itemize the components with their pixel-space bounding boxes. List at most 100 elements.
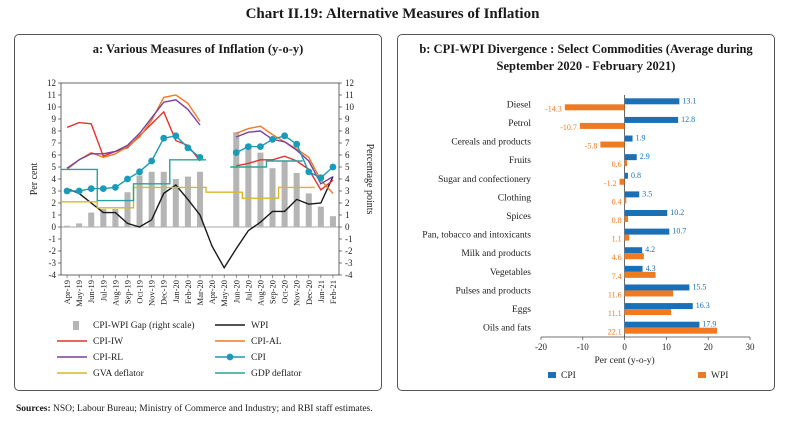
x-tick-label: 0 <box>622 342 627 352</box>
wpi-bar <box>564 104 625 111</box>
gap-bar <box>184 176 191 227</box>
gap-bar <box>124 192 131 227</box>
gap-bar <box>245 144 252 227</box>
category-label: Oils and fats <box>483 323 531 334</box>
y2-tick-label: 0 <box>345 222 350 232</box>
y-axis-label: Per cent <box>29 163 40 196</box>
x-tick-label: Sep-19 <box>122 280 132 304</box>
category-label: Eggs <box>512 305 531 315</box>
wpi-bar <box>579 122 625 129</box>
panel-a: a: Various Measures of Inflation (y-o-y)… <box>14 34 382 391</box>
x-tick-label: Apr-20 <box>207 280 217 304</box>
cpi-marker <box>99 185 107 193</box>
y-tick-label: 6 <box>52 150 57 160</box>
category-label: Pan, tobacco and intoxicants <box>422 231 531 241</box>
wpi-bar <box>624 197 627 204</box>
wpi-data-label: 7.4 <box>612 272 622 281</box>
cpi-marker <box>281 132 289 140</box>
cpi-data-label: 4.2 <box>645 245 655 254</box>
chart-title: Chart II.19: Alternative Measures of Inf… <box>245 6 540 22</box>
y2-tick-label: 10 <box>345 102 355 112</box>
cpi-bar <box>624 98 680 105</box>
cpi-bar <box>624 228 670 235</box>
y2-tick-label: 6 <box>345 150 350 160</box>
x-tick-label: Jul-19 <box>98 280 108 301</box>
wpi-bar <box>624 309 671 316</box>
gap-bar <box>172 179 179 227</box>
wpi-data-label: -10.7 <box>560 123 577 132</box>
y-tick-label: -4 <box>49 270 57 280</box>
x-tick-label: Feb-20 <box>183 280 193 304</box>
gap-bar <box>148 171 155 227</box>
gap-bar <box>257 152 264 227</box>
cpi-bar <box>624 321 700 328</box>
cpi-marker <box>269 136 276 143</box>
wpi-data-label: -14.3 <box>545 104 562 113</box>
legend-label: CPI <box>251 353 266 363</box>
x-tick-label: Feb-21 <box>328 280 338 304</box>
x-tick-label: May-19 <box>74 280 84 307</box>
legend-label: CPI-RL <box>93 353 123 363</box>
x-tick-label: Nov-20 <box>292 280 302 306</box>
y2-tick-label: 1 <box>345 210 350 220</box>
category-label: Petrol <box>508 119 531 129</box>
y-tick-label: 9 <box>52 114 57 124</box>
cpi-bar <box>624 247 643 254</box>
y-tick-label: -3 <box>49 258 57 268</box>
series-line-cpi-al <box>66 94 201 170</box>
cpi-bar <box>624 265 643 272</box>
category-label: Clothing <box>498 193 532 203</box>
wpi-data-label: -5.8 <box>585 142 598 151</box>
cpi-bar <box>624 172 628 179</box>
wpi-data-label: 11.6 <box>608 290 622 299</box>
cpi-bar <box>624 116 679 123</box>
category-label: Sugar and confectionery <box>438 174 531 185</box>
wpi-data-label: 4.6 <box>612 253 622 262</box>
cpi-bar <box>624 210 668 216</box>
x-tick-label: Mar-20 <box>195 280 205 305</box>
legend-label: WPI <box>251 321 268 331</box>
wpi-bar <box>624 327 717 334</box>
cpi-data-label: 10.2 <box>670 208 684 217</box>
cpi-marker <box>184 144 192 152</box>
series-line-cpi-iw <box>66 110 201 162</box>
legend-label: GVA deflator <box>93 368 145 379</box>
legend-label: GDP deflator <box>251 368 302 379</box>
y-tick-label: 7 <box>52 138 57 148</box>
legend-marker <box>226 353 234 361</box>
y-tick-label: 0 <box>52 222 57 232</box>
legend-label: CPI-WPI Gap (right scale) <box>93 320 195 331</box>
y-tick-label: 1 <box>52 210 57 220</box>
y2-tick-label: 8 <box>345 126 350 136</box>
x-tick-label: Jan-21 <box>316 280 326 303</box>
y2-tick-label: 11 <box>345 90 354 100</box>
legend-swatch-cpi <box>548 372 556 378</box>
chart-b-canvas: -20 -10 0 10 20 30 Per cent (y-o-y) Diesel 13.1 -… <box>422 95 755 381</box>
wpi-bar <box>624 271 656 278</box>
x-tick-label: Jun-20 <box>231 280 241 303</box>
category-label: Diesel <box>507 100 532 110</box>
sources-text: NSO; Labour Bureau; Ministry of Commerce… <box>53 404 373 414</box>
cpi-marker <box>160 134 168 142</box>
x-tick-label: Jul-20 <box>243 280 253 301</box>
series-line-gva-deflator <box>61 186 315 209</box>
cpi-bar <box>624 191 640 198</box>
y2-tick-label: 2 <box>345 198 350 208</box>
category-label: Milk and products <box>461 249 531 259</box>
cpi-marker <box>124 175 131 183</box>
gap-bar <box>196 171 204 227</box>
x-tick-label: Apr-19 <box>62 280 72 304</box>
series-line-cpi-iw <box>236 155 334 191</box>
y2-tick-label: 12 <box>345 78 354 88</box>
cpi-data-label: 3.5 <box>642 189 652 198</box>
y2-tick-label: 9 <box>345 114 350 124</box>
wpi-data-label: 0.4 <box>612 197 622 206</box>
cpi-data-label: 1.9 <box>636 134 646 143</box>
cpi-marker <box>329 163 337 171</box>
x-tick-label: May-20 <box>219 280 229 307</box>
wpi-bar <box>600 141 625 148</box>
wpi-data-label: 22.1 <box>608 328 622 337</box>
chart-a-canvas: -4 -4-3 -3-2 -2-1 -10 01 12 23 34 45 56 67 78 89 910 10… <box>29 78 375 379</box>
wpi-data-label: 0.8 <box>612 216 622 225</box>
y-tick-label: 2 <box>52 198 57 208</box>
